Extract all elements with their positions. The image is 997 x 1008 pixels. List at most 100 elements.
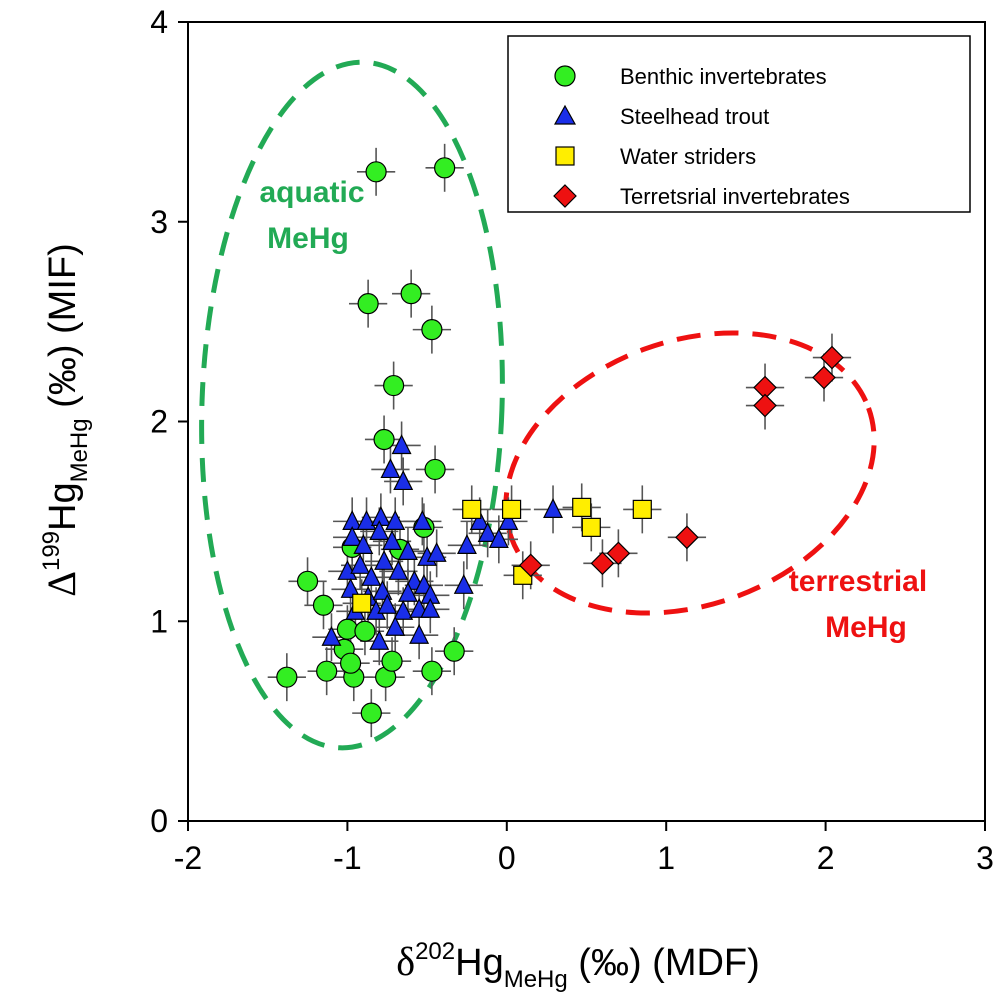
point-triangle [488, 528, 509, 548]
terrestrial-label-line1: terrestrial [789, 565, 927, 598]
legend-marker-terrestrial [553, 184, 577, 208]
point-diamond [590, 551, 615, 576]
point-triangle [337, 559, 358, 580]
point-circle [443, 640, 465, 662]
x-axis-label-sup: 202 [415, 938, 455, 965]
point-circle [336, 618, 358, 640]
point-square [581, 517, 601, 537]
y-axis-label-sub: MeHg [66, 418, 93, 482]
x-axis-label-sub: MeHg [504, 966, 568, 993]
point-square [462, 499, 482, 519]
point-circle [383, 374, 405, 397]
legend-marker-steelhead [553, 104, 577, 125]
y-tick-label: 2 [150, 404, 168, 440]
point-triangle [380, 458, 401, 479]
point-diamond [606, 541, 631, 566]
point-circle [434, 157, 456, 179]
x-axis-label-post: (‰) (MDF) [568, 942, 760, 984]
point-triangle [456, 534, 477, 554]
point-triangle [477, 522, 498, 542]
point-triangle [374, 549, 395, 570]
point-triangle [388, 559, 409, 580]
data-points [276, 157, 844, 724]
point-circle [357, 293, 379, 315]
x-tick-label: 1 [657, 840, 675, 876]
point-square [572, 497, 592, 517]
legend-label-striders: Water striders [620, 144, 756, 169]
point-square [632, 499, 652, 519]
point-triangle [353, 534, 374, 554]
y-tick-label: 0 [150, 803, 168, 839]
point-triangle [453, 573, 474, 594]
point-triangle [385, 615, 406, 636]
point-triangle [420, 597, 441, 618]
x-axis-label: δ202HgMeHg (‰) (MDF) [396, 938, 760, 993]
point-diamond [675, 525, 699, 550]
x-axis-ticks: -2 -1 0 1 2 3 [174, 821, 994, 876]
point-circle [354, 620, 376, 642]
y-axis-label-post: (‰) (MIF) [42, 243, 84, 418]
point-circle [312, 594, 335, 616]
point-triangle [426, 541, 447, 562]
legend-label-steelhead: Steelhead trout [620, 104, 769, 129]
legend-label-terrestrial: Terretsrial invertebrates [620, 184, 850, 209]
point-square [352, 593, 372, 613]
y-axis-ticks: 0 1 2 3 4 [150, 4, 188, 839]
y-tick-label: 3 [150, 204, 168, 240]
point-triangle [393, 599, 414, 620]
x-tick-label: 3 [976, 840, 994, 876]
point-diamond [518, 553, 543, 578]
point-triangle [382, 530, 403, 550]
point-circle [381, 650, 403, 672]
point-triangle [385, 510, 406, 530]
y-tick-label: 1 [150, 603, 168, 639]
x-tick-label: -2 [174, 840, 202, 876]
aquatic-label-line2: MeHg [267, 222, 349, 255]
point-diamond [820, 345, 844, 370]
point-diamond [812, 365, 836, 390]
point-triangle [469, 510, 490, 530]
point-triangle [498, 510, 519, 530]
point-circle [373, 428, 395, 451]
point-circle [360, 702, 382, 724]
y-axis-label-main: Hg [42, 482, 84, 531]
aquatic-label-line1: aquatic [259, 176, 364, 209]
point-circle [316, 660, 338, 682]
point-triangle [369, 520, 390, 540]
error-bars [267, 143, 852, 738]
point-triangle [342, 526, 363, 546]
point-triangle [393, 470, 414, 491]
point-triangle [361, 565, 382, 586]
point-circle [421, 319, 443, 341]
point-triangle [356, 510, 377, 530]
point-circle [276, 666, 298, 688]
point-triangle [377, 593, 398, 614]
point-triangle [409, 623, 430, 644]
point-circle [421, 660, 443, 682]
point-triangle [398, 539, 418, 560]
x-tick-label: 0 [498, 840, 516, 876]
point-circle [424, 458, 446, 481]
legend-box [507, 35, 971, 213]
point-triangle [391, 434, 412, 455]
point-triangle [350, 553, 371, 574]
point-circle [400, 283, 422, 305]
terrestrial-ellipse [503, 330, 877, 616]
point-triangle [340, 577, 361, 598]
point-circle [365, 161, 387, 183]
point-triangle [398, 581, 418, 602]
point-triangle [412, 510, 433, 530]
legend: Benthic invertebrates Steelhead trout Wa… [507, 35, 971, 213]
y-axis-label: Δ199HgMeHg (‰) (MIF) [38, 243, 93, 597]
point-circle [339, 652, 362, 674]
x-axis-label-main: Hg [455, 942, 504, 984]
y-axis-label-sup: 199 [38, 531, 65, 571]
legend-label-benthic: Benthic invertebrates [620, 64, 827, 89]
point-triangle [369, 629, 390, 650]
x-axis-label-pre: δ [396, 939, 415, 984]
point-diamond [753, 393, 777, 418]
y-tick-label: 4 [150, 4, 168, 40]
point-square [501, 499, 522, 519]
x-tick-label: 2 [817, 840, 835, 876]
